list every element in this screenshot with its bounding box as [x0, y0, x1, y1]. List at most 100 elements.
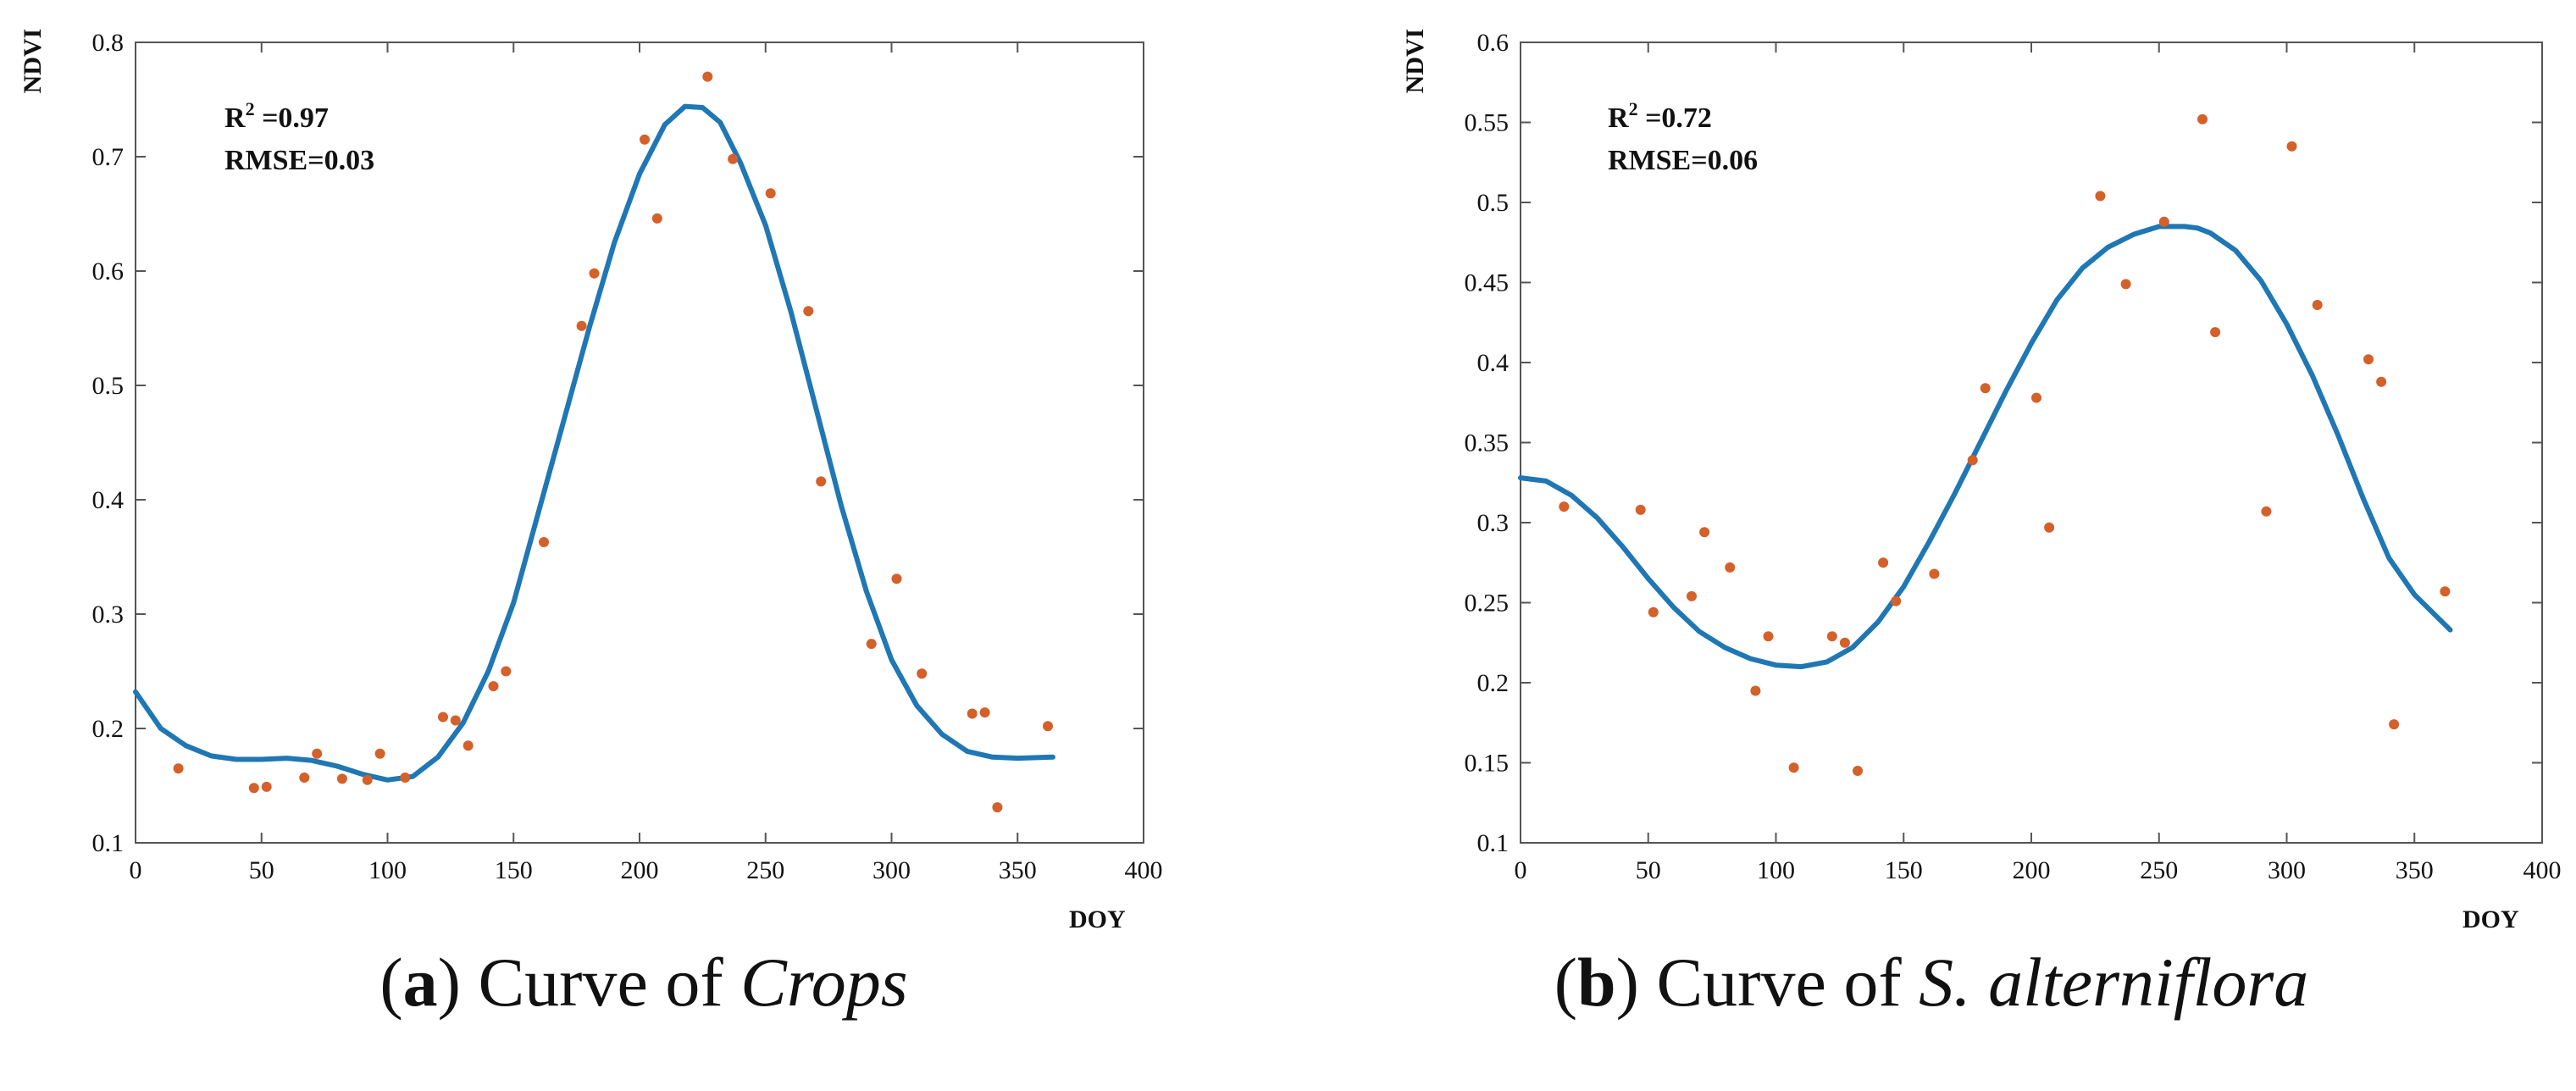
data-point	[299, 773, 310, 783]
x-tick-label: 350	[2396, 856, 2434, 884]
annotation-rmse: RMSE=0.03	[224, 145, 374, 176]
x-tick-label: 300	[2268, 856, 2306, 884]
data-point	[1967, 455, 1978, 466]
data-point	[1839, 637, 1850, 648]
x-tick-label: 100	[1757, 856, 1795, 884]
data-point	[539, 537, 549, 547]
data-point	[248, 783, 259, 794]
data-point	[2440, 586, 2451, 597]
data-point	[979, 707, 990, 718]
data-point	[1725, 562, 1736, 573]
x-tick-label: 200	[2013, 856, 2051, 884]
data-point	[374, 748, 385, 759]
fitted-curve	[1518, 224, 2453, 670]
y-tick-label: 0.7	[92, 143, 125, 171]
data-point	[312, 748, 323, 759]
data-point	[2120, 279, 2131, 290]
y-axis-label: NDVI	[1401, 29, 1429, 94]
data-point	[651, 213, 662, 224]
data-point	[967, 708, 978, 719]
fitted-curve-layer	[133, 103, 1055, 783]
x-tick-label: 350	[999, 856, 1037, 884]
y-axis-label: NDVI	[19, 29, 47, 94]
x-tick-label: 250	[2140, 856, 2178, 884]
caption-letter: b	[1577, 944, 1616, 1021]
chart-a-crops: 0 50 100 150 200 250 300 350 400 0.1 0.2 0.3 0.4 0.5…	[19, 29, 1163, 932]
data-point	[261, 781, 272, 792]
y-tick-label: 0.1	[92, 829, 125, 857]
data-point	[992, 802, 1003, 813]
x-tick-label: 300	[873, 856, 911, 884]
annotation-r-squared: R2 =0.97	[224, 98, 329, 134]
x-axis-label: DOY	[2462, 905, 2519, 932]
data-point	[450, 715, 461, 726]
data-point	[917, 668, 928, 679]
y-tick-label: 0.6	[1477, 29, 1510, 57]
y-tick-label: 0.45	[1465, 269, 1510, 297]
data-point	[2210, 327, 2221, 338]
data-point	[1635, 504, 1646, 515]
data-point	[1559, 501, 1570, 512]
fitted-curve-layer	[1518, 224, 2453, 670]
data-point	[765, 188, 776, 199]
data-point	[2197, 114, 2208, 125]
y-axis-ticks: 0.1 0.15 0.2 0.25 0.3 0.35 0.4 0.45 0.5 0.55 0.6	[1465, 29, 2542, 857]
data-point	[1891, 595, 1902, 606]
annotation-r-squared: R2 =0.72	[1608, 98, 1712, 134]
data-point	[1043, 721, 1053, 732]
y-tick-label: 0.35	[1465, 429, 1510, 457]
x-axis-ticks: 0 50 100 150 200 250 300 350 400	[1515, 42, 2562, 884]
fitted-curve	[133, 103, 1055, 783]
data-point	[589, 268, 600, 279]
x-tick-label: 400	[2523, 856, 2562, 884]
data-point	[2031, 392, 2041, 403]
data-point	[463, 740, 474, 751]
data-point	[2363, 354, 2374, 365]
data-point	[173, 763, 184, 774]
data-point	[1929, 568, 1940, 579]
x-axis-label: DOY	[1069, 905, 1126, 932]
data-point	[1648, 606, 1659, 617]
x-tick-label: 400	[1125, 856, 1163, 884]
data-point	[1980, 383, 1991, 394]
data-point	[2312, 300, 2323, 310]
annotation-rmse: RMSE=0.06	[1608, 145, 1758, 176]
x-tick-label: 150	[1885, 856, 1923, 884]
y-tick-label: 0.3	[92, 601, 125, 629]
y-tick-label: 0.5	[92, 372, 125, 400]
scatter-points-layer	[173, 71, 1053, 813]
x-axis-ticks: 0 50 100 150 200 250 300 350 400	[130, 42, 1163, 884]
x-tick-label: 0	[1515, 856, 1527, 884]
data-point	[1878, 557, 1889, 568]
y-tick-label: 0.55	[1465, 109, 1510, 137]
x-tick-label: 250	[746, 856, 784, 884]
data-point	[1763, 631, 1774, 642]
y-tick-label: 0.2	[1477, 669, 1510, 697]
y-tick-label: 0.15	[1465, 750, 1510, 778]
data-point	[501, 666, 512, 677]
data-point	[2286, 141, 2297, 152]
data-point	[2261, 506, 2272, 517]
data-point	[336, 773, 347, 784]
data-point	[2376, 376, 2387, 387]
data-point	[728, 153, 739, 164]
data-point	[362, 774, 373, 785]
caption-text: Curve of	[1638, 944, 1920, 1021]
data-point	[1750, 685, 1761, 696]
data-point	[2044, 522, 2055, 533]
caption-a: (a) Curve of Crops	[379, 944, 908, 1021]
caption-species: S. alterniflora	[1919, 944, 2309, 1021]
data-point	[400, 773, 411, 783]
x-tick-label: 150	[495, 856, 533, 884]
data-point	[702, 71, 713, 82]
data-point	[1687, 590, 1697, 601]
y-tick-label: 0.5	[1477, 189, 1510, 217]
caption-letter: a	[402, 944, 438, 1021]
data-point	[1853, 766, 1863, 776]
data-point	[2095, 191, 2106, 202]
y-tick-label: 0.4	[92, 486, 125, 514]
y-tick-label: 0.2	[92, 715, 125, 743]
x-tick-label: 100	[368, 856, 407, 884]
data-point	[866, 639, 877, 650]
